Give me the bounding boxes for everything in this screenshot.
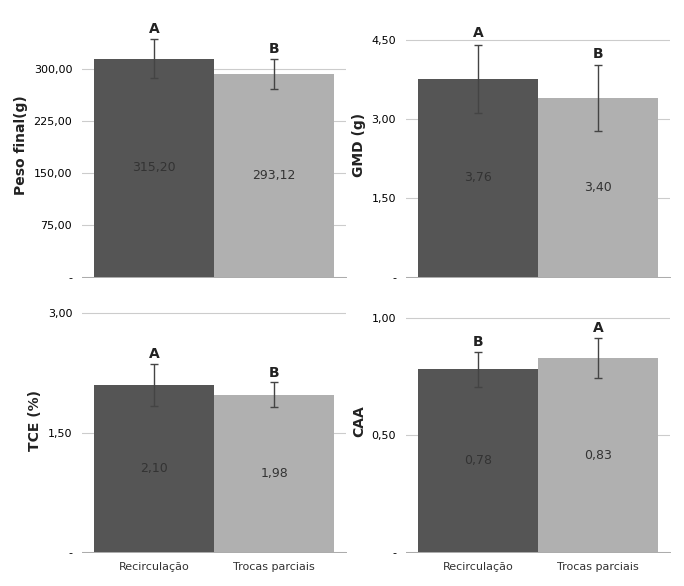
Text: 3,76: 3,76 bbox=[464, 171, 492, 185]
Bar bbox=[538, 98, 658, 277]
Text: A: A bbox=[148, 347, 159, 362]
Text: 3,40: 3,40 bbox=[584, 181, 612, 194]
Bar bbox=[94, 385, 214, 553]
Text: A: A bbox=[473, 26, 483, 40]
Text: A: A bbox=[592, 321, 603, 335]
Y-axis label: CAA: CAA bbox=[352, 405, 366, 437]
Text: B: B bbox=[593, 47, 603, 61]
Text: 0,83: 0,83 bbox=[584, 448, 612, 462]
Text: 0,78: 0,78 bbox=[464, 454, 492, 468]
Text: 293,12: 293,12 bbox=[252, 169, 296, 182]
Y-axis label: TCE (%): TCE (%) bbox=[28, 390, 42, 451]
Bar bbox=[214, 74, 334, 277]
Bar bbox=[418, 79, 538, 277]
Text: 315,20: 315,20 bbox=[132, 161, 176, 174]
Text: B: B bbox=[269, 366, 280, 380]
Text: A: A bbox=[148, 22, 159, 36]
Bar bbox=[418, 369, 538, 553]
Bar bbox=[94, 59, 214, 277]
Y-axis label: GMD (g): GMD (g) bbox=[352, 113, 366, 178]
Y-axis label: Peso final(g): Peso final(g) bbox=[14, 96, 28, 195]
Bar bbox=[538, 357, 658, 553]
Text: 2,10: 2,10 bbox=[140, 462, 168, 475]
Bar bbox=[214, 395, 334, 553]
Text: B: B bbox=[269, 42, 280, 56]
Text: 1,98: 1,98 bbox=[261, 467, 288, 480]
Text: B: B bbox=[473, 335, 483, 349]
